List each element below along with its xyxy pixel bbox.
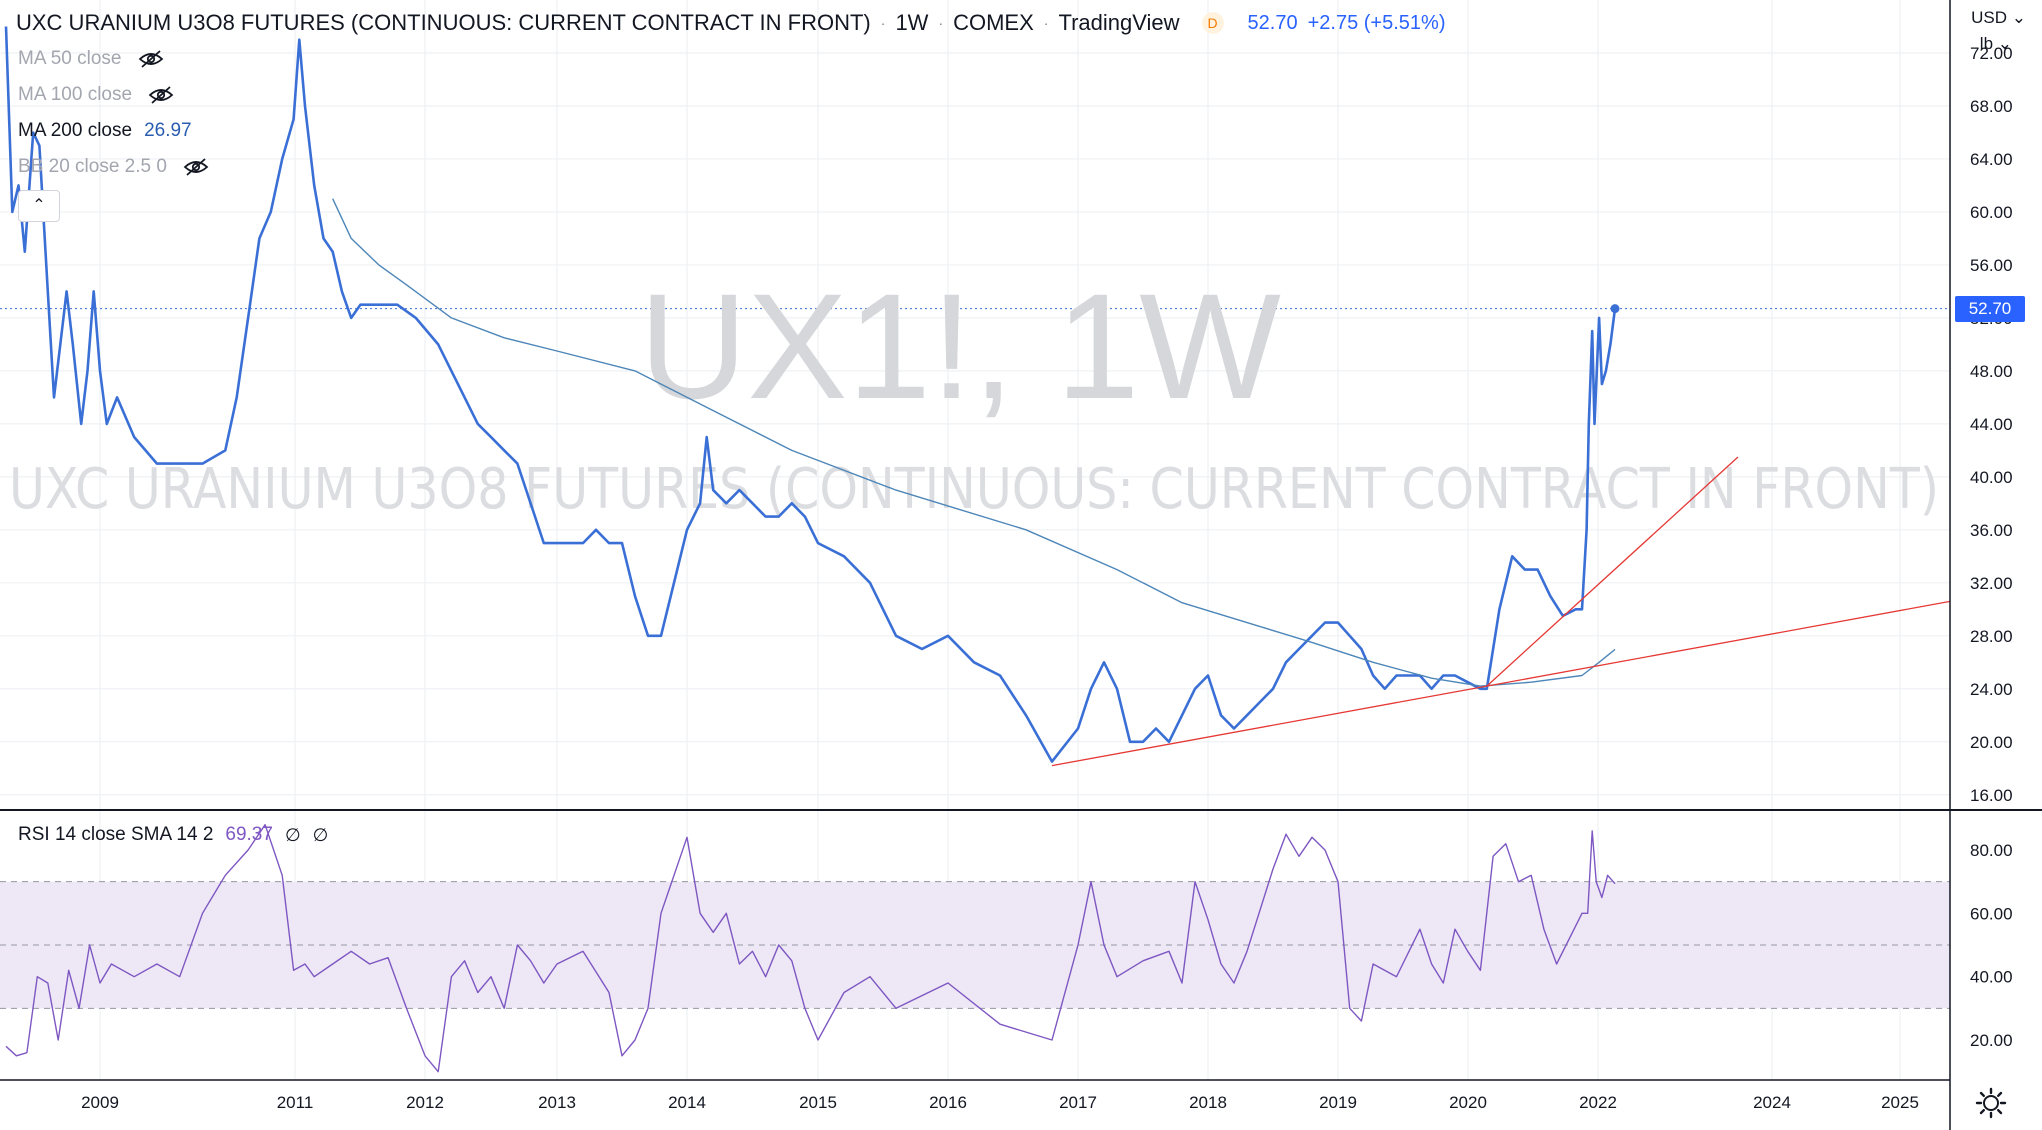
currency-label: USD (1971, 8, 2008, 27)
y-tick-label: 16.00 (1970, 786, 2013, 805)
legend-rsi-value: 69.37 (225, 824, 273, 845)
x-tick-label: 2017 (1059, 1093, 1097, 1112)
x-tick-label: 2020 (1449, 1093, 1487, 1112)
watermark: UX1!, 1W UXC URANIUM U3O8 FUTURES (CONTI… (9, 262, 1939, 522)
exchange-label: COMEX (953, 10, 1034, 35)
legend-ma200-label: MA 200 close (18, 120, 133, 141)
currency-selector[interactable]: USD ⌄ (1971, 8, 2026, 27)
trendline (1486, 456, 1739, 687)
rsi-y-tick-label: 40.00 (1970, 968, 2013, 987)
unit-label: lb (1979, 34, 1994, 53)
separator-dot: · (938, 15, 944, 31)
x-tick-label: 2019 (1319, 1093, 1357, 1112)
watermark-symbol: UX1!, 1W (639, 262, 1281, 430)
rsi-band (0, 881, 1950, 1009)
trendline (1051, 600, 1951, 767)
collapse-legend-button[interactable]: ⌃ (18, 190, 60, 222)
separator-dot: · (1043, 15, 1049, 31)
na-icon: ∅ (284, 824, 301, 845)
price-change: +2.75 (+5.51%) (1307, 11, 1446, 34)
y-tick-label: 44.00 (1970, 415, 2013, 434)
rsi-y-tick-label: 60.00 (1970, 904, 2013, 923)
y-tick-label: 60.00 (1970, 203, 2013, 222)
last-price-tag: 52.70 (1955, 295, 2025, 322)
legend-ma50[interactable]: MA 50 close (18, 48, 164, 70)
axes: 2009 2011 2012 2013 2014 2015 2016 2017 2018 2019… (81, 44, 2012, 1112)
legend-bb-label: BB 20 close 2.5 0 (18, 156, 167, 177)
y-tick-label: 20.00 (1970, 733, 2013, 752)
chevron-up-icon: ⌃ (32, 197, 46, 214)
x-tick-label: 2016 (929, 1093, 967, 1112)
x-tick-label: 2015 (799, 1093, 837, 1112)
legend-ma200[interactable]: MA 200 close 26.97 (18, 120, 192, 142)
symbol-title[interactable]: UXC URANIUM U3O8 FUTURES (CONTINUOUS: CU… (16, 10, 871, 35)
y-tick-label: 32.00 (1970, 574, 2013, 593)
legend-bb[interactable]: BB 20 close 2.5 0 (18, 156, 209, 178)
rsi-y-tick-label: 80.00 (1970, 841, 2013, 860)
x-tick-label: 2025 (1881, 1093, 1919, 1112)
eye-hidden-icon[interactable] (183, 157, 209, 177)
x-tick-label: 2014 (668, 1093, 706, 1112)
x-tick-label: 2011 (277, 1093, 314, 1112)
legend-ma100-label: MA 100 close (18, 84, 133, 105)
y-tick-label: 48.00 (1970, 362, 2013, 381)
series-layer (4, 26, 1951, 1073)
x-tick-label: 2013 (538, 1093, 576, 1112)
last-price: 52.70 (1247, 11, 1298, 34)
eye-hidden-icon[interactable] (138, 49, 164, 69)
delayed-badge[interactable]: D (1201, 12, 1224, 34)
y-tick-label: 28.00 (1970, 627, 2013, 646)
legend-rsi-label: RSI 14 close SMA 14 2 (18, 824, 214, 845)
unit-selector[interactable]: lb ⌄ (1979, 34, 2012, 53)
y-tick-label: 24.00 (1970, 680, 2013, 699)
y-tick-label: 64.00 (1970, 150, 2013, 169)
rsi-overbought-oversold-band (0, 881, 1950, 1009)
x-tick-label: 2009 (81, 1093, 119, 1112)
legend-ma200-value: 26.97 (144, 120, 192, 141)
chart-header: UXC URANIUM U3O8 FUTURES (CONTINUOUS: CU… (16, 10, 1445, 36)
gear-icon[interactable] (1974, 1086, 2008, 1120)
legend-ma100[interactable]: MA 100 close (18, 84, 174, 106)
interval-label[interactable]: 1W (895, 10, 929, 35)
x-tick-label: 2012 (406, 1093, 444, 1112)
y-tick-label: 72.00 (1970, 44, 2013, 63)
separator-dot: · (880, 15, 886, 31)
y-tick-label: 40.00 (1970, 468, 2013, 487)
x-tick-label: 2022 (1579, 1093, 1617, 1112)
legend-ma50-label: MA 50 close (18, 48, 122, 69)
eye-hidden-icon[interactable] (148, 85, 174, 105)
x-tick-label: 2018 (1189, 1093, 1227, 1112)
legend-rsi[interactable]: RSI 14 close SMA 14 2 69.37 ∅ ∅ (18, 824, 328, 846)
last-price-dot (1610, 304, 1620, 314)
rsi-y-tick-label: 20.00 (1970, 1031, 2013, 1050)
x-tick-label: 2024 (1753, 1093, 1791, 1112)
source-label: TradingView (1058, 10, 1180, 35)
na-icon: ∅ (312, 824, 329, 845)
y-tick-label: 56.00 (1970, 256, 2013, 275)
rsi-series-line (5, 824, 1616, 1073)
y-tick-label: 36.00 (1970, 521, 2013, 540)
watermark-name: UXC URANIUM U3O8 FUTURES (CONTINUOUS: CU… (9, 457, 1939, 522)
y-tick-label: 68.00 (1970, 97, 2013, 116)
